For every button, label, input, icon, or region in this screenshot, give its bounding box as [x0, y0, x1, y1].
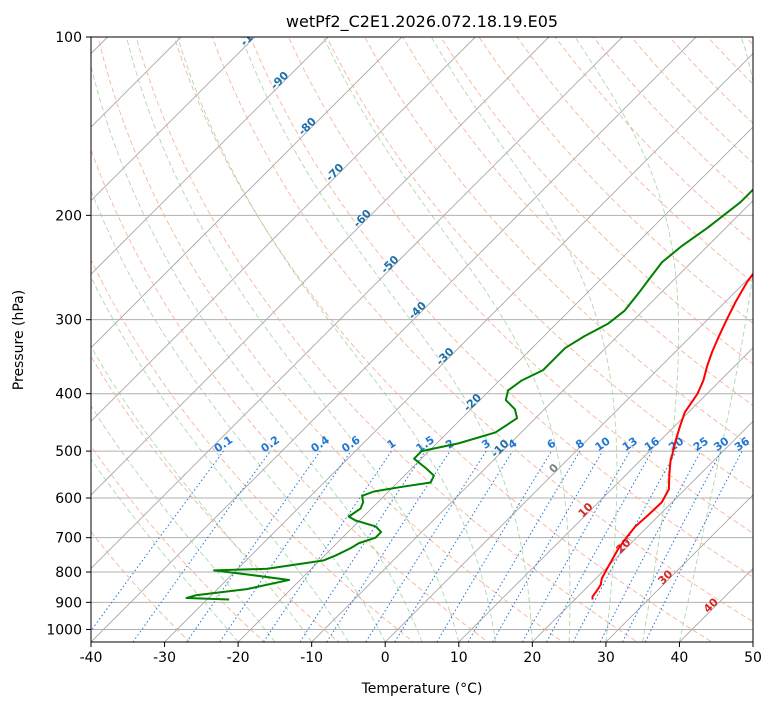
isotherm-line	[91, 37, 550, 496]
dry-adiabat-line	[287, 37, 753, 534]
x-tick-label: 40	[671, 650, 689, 666]
dry-adiabat-line	[211, 37, 753, 623]
y-tick-label: 200	[55, 208, 82, 224]
moist-adiabat-line	[177, 37, 497, 642]
profile-series	[185, 188, 753, 601]
isotherm-line	[163, 52, 753, 642]
mixing-ratio-line	[91, 450, 224, 632]
mixing-ratio-line	[572, 450, 677, 642]
y-tick-label: 1000	[46, 622, 82, 638]
y-tick-label: 100	[55, 30, 82, 46]
plot-frame	[90, 36, 754, 643]
mixing-ratio-line	[219, 450, 352, 642]
x-tick-label: 30	[597, 650, 615, 666]
x-tick-label: 20	[523, 650, 541, 666]
isotherm-line	[91, 37, 697, 642]
mixing-ratio-line	[522, 450, 631, 642]
mixing-ratio-line	[546, 450, 653, 642]
mixing-ratio-line	[644, 450, 743, 642]
moist-adiabat-line	[678, 37, 753, 642]
dry-adiabat-line	[364, 37, 753, 448]
mixing-ratio-line	[263, 450, 392, 642]
mixing-ratio-line	[186, 450, 321, 642]
dry-adiabat-line	[478, 37, 753, 324]
isotherm-line	[91, 37, 476, 422]
mixing-ratio-line	[299, 450, 426, 642]
y-tick-label: 800	[55, 565, 82, 581]
isotherm-line	[605, 494, 753, 642]
isotherm-line	[458, 347, 753, 642]
isotherm-line	[91, 37, 624, 570]
moist-adiabat-line	[323, 37, 571, 642]
y-tick-label: 400	[55, 387, 82, 403]
moist-adiabat-line	[91, 64, 423, 642]
y-tick-label: 600	[55, 491, 82, 507]
isotherm-label: -100	[238, 20, 267, 49]
y-tick-label: 700	[55, 531, 82, 547]
dry-adiabat-line	[249, 37, 753, 578]
x-tick-label: 10	[450, 650, 468, 666]
y-axis-label: Pressure (hPa)	[11, 290, 27, 390]
x-tick-label: 50	[744, 650, 762, 666]
x-tick-label: -20	[227, 650, 250, 666]
isotherm-line	[237, 126, 753, 642]
moist-adiabat-line	[91, 345, 313, 642]
mixing-ratio-line	[326, 450, 451, 642]
dry-adiabat-line	[91, 258, 415, 642]
x-axis-label: Temperature (°C)	[361, 681, 483, 697]
isotherm-line	[384, 273, 753, 642]
y-tick-label: 300	[55, 313, 82, 329]
dry-adiabat-line	[91, 355, 340, 642]
moist-adiabat-line	[91, 189, 386, 642]
moist-adiabat-line	[91, 458, 239, 642]
mixing-ratio-line	[394, 450, 514, 642]
moist-adiabat-line	[430, 37, 618, 642]
isotherm-line	[91, 37, 403, 349]
dry-adiabat-line	[135, 37, 639, 642]
temperature-profile-line	[591, 272, 753, 600]
dry-adiabat-line	[326, 37, 753, 491]
isotherm-line	[678, 567, 753, 642]
x-axis-ticks: -40 -30 -20 -10 0 10 20 30 40 50	[80, 642, 762, 666]
dry-adiabat-line	[440, 37, 753, 365]
x-tick-label: -10	[300, 650, 323, 666]
dry-adiabat-line	[97, 37, 564, 642]
y-axis-ticks: 100 200 300 400 500 600 700 800 900 1000	[46, 30, 91, 638]
dry-adiabat-line	[173, 37, 713, 642]
dry-adiabat-line	[91, 445, 265, 642]
dry-adiabat-line	[516, 37, 753, 284]
x-tick-label: 0	[381, 650, 390, 666]
moist-adiabat-line	[91, 405, 276, 642]
dewpoint-profile-line	[185, 188, 753, 601]
x-tick-label: -30	[153, 650, 176, 666]
moist-adiabat-line	[241, 37, 533, 642]
chart-title: wetPf2_C2E1.2026.072.18.19.E05	[286, 12, 558, 32]
y-tick-label: 500	[55, 444, 82, 460]
mixing-ratio-line	[132, 450, 271, 642]
dry-adiabat-line	[91, 531, 191, 642]
background-lines	[91, 37, 753, 642]
x-tick-label: -40	[80, 650, 103, 666]
isotherm-line	[531, 420, 753, 642]
y-tick-label: 900	[55, 595, 82, 611]
moist-adiabat-line	[125, 37, 460, 642]
moist-adiabat-line	[574, 37, 680, 642]
dry-adiabat-line	[91, 148, 489, 642]
moist-adiabat-line	[91, 276, 349, 642]
